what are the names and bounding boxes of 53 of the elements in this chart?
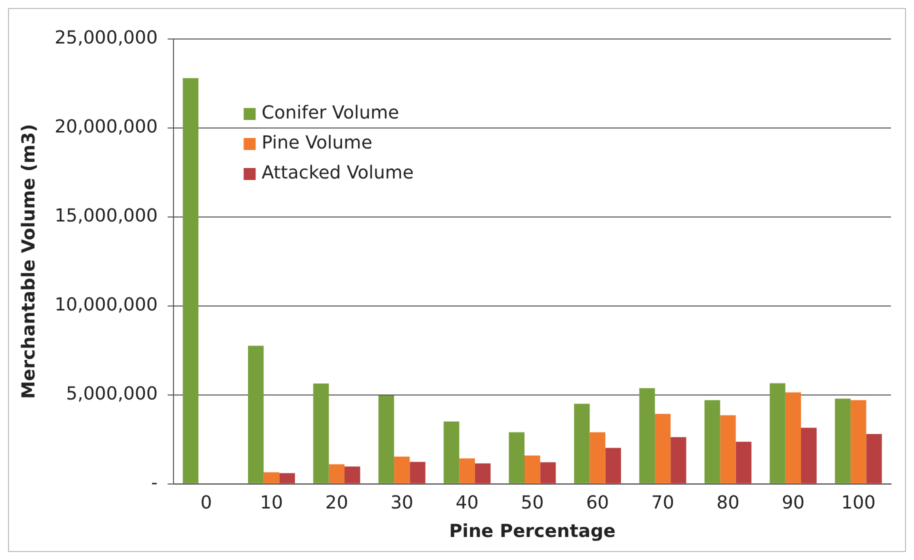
bar	[654, 414, 671, 484]
bar	[248, 346, 264, 484]
y-tick-label: -	[151, 472, 158, 494]
x-tick-label: 60	[586, 492, 609, 514]
bar	[736, 442, 752, 484]
y-tick-label: 20,000,000	[54, 116, 158, 138]
bar	[785, 392, 802, 484]
bar	[720, 415, 736, 484]
bar	[801, 428, 817, 484]
y-tick-label: 5,000,000	[66, 384, 158, 405]
legend-label: Attacked Volume	[262, 162, 414, 184]
x-tick-label: 90	[782, 492, 805, 514]
bar	[474, 463, 491, 484]
bar	[444, 422, 460, 484]
bar	[378, 396, 394, 484]
x-tick-label: 10	[260, 492, 283, 514]
x-tick-label: 80	[716, 492, 740, 514]
y-tick-label: 10,000,000	[54, 294, 158, 316]
bar	[524, 456, 540, 484]
x-tick-label: 70	[651, 492, 674, 514]
y-tick-label: 25,000,000	[54, 28, 158, 49]
x-tick-label: 20	[325, 492, 348, 514]
y-axis-title: Merchantable Volume (m3)	[18, 124, 40, 399]
bar	[639, 388, 655, 484]
bar	[540, 462, 556, 484]
bar	[182, 78, 198, 484]
bar	[344, 466, 360, 484]
bar	[574, 404, 590, 484]
bar	[850, 400, 866, 484]
bar	[590, 432, 606, 484]
bar	[410, 462, 426, 484]
y-tick-label: 15,000,000	[54, 206, 158, 227]
legend-label: Conifer Volume	[262, 102, 400, 124]
bar	[394, 456, 410, 484]
bar	[459, 458, 475, 484]
bar	[866, 434, 882, 484]
x-tick-label: 50	[520, 492, 544, 514]
bar	[328, 464, 345, 484]
x-tick-label: 0	[200, 492, 212, 514]
bar	[704, 400, 720, 484]
bar	[279, 473, 295, 484]
bar	[313, 383, 329, 484]
bar	[834, 398, 851, 484]
bar	[605, 448, 622, 484]
x-tick-label: 100	[841, 492, 876, 514]
bar	[264, 472, 280, 484]
x-tick-label: 30	[390, 492, 414, 514]
bar	[770, 383, 786, 484]
bar	[508, 432, 525, 484]
x-axis-title: Pine Percentage	[449, 520, 616, 542]
x-tick-label: 40	[456, 492, 479, 514]
legend-label: Pine Volume	[262, 132, 372, 154]
bar	[670, 437, 686, 484]
